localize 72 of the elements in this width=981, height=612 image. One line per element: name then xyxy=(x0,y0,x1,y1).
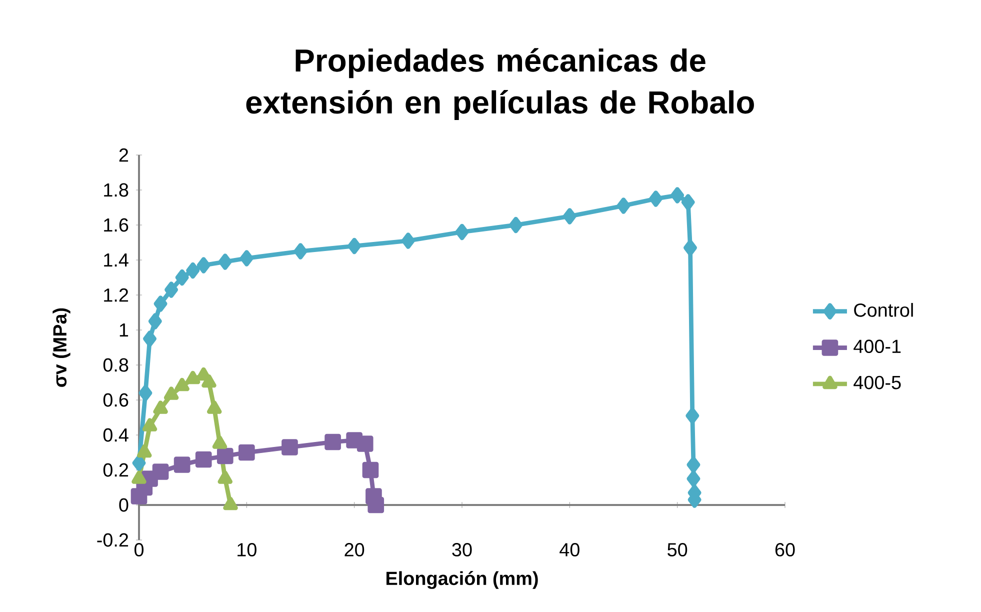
y-tick-label: 0.8 xyxy=(103,358,128,372)
point xyxy=(362,462,379,478)
y-tick-label: 2 xyxy=(119,148,128,162)
point xyxy=(294,243,308,260)
y-axis-title: σv (MPa) xyxy=(52,308,70,387)
point xyxy=(238,444,255,461)
y-tick-label: 1.2 xyxy=(104,288,128,302)
point xyxy=(195,451,212,468)
point xyxy=(616,198,630,214)
point xyxy=(175,269,189,286)
chart-title: Propiedades mécanicas de extensión en películas de Robalo xyxy=(246,48,754,120)
point xyxy=(212,436,228,449)
point xyxy=(196,257,210,274)
point xyxy=(681,194,695,210)
y-tick-label: 1 xyxy=(120,323,128,337)
point xyxy=(143,330,156,347)
legend-label: Control xyxy=(854,302,913,317)
point xyxy=(153,400,168,414)
x-tick-label: 20 xyxy=(344,543,364,556)
point xyxy=(142,418,158,432)
point xyxy=(148,313,162,330)
legend-label: 400-1 xyxy=(854,340,901,354)
point xyxy=(240,250,254,266)
x-axis-title: Elongación (mm) xyxy=(386,571,538,589)
point xyxy=(670,187,684,204)
point xyxy=(154,296,168,312)
y-tick-label: -0.2 xyxy=(97,533,128,547)
x-tick-label: 60 xyxy=(775,543,795,556)
point xyxy=(282,439,298,456)
x-tick-label: 10 xyxy=(238,543,256,556)
x-tick-label: 0 xyxy=(134,543,144,556)
point xyxy=(455,224,469,240)
point xyxy=(684,240,697,256)
point xyxy=(202,374,216,388)
point xyxy=(686,408,700,424)
point xyxy=(368,496,384,514)
point xyxy=(356,436,374,452)
point xyxy=(174,378,190,392)
point xyxy=(138,384,152,402)
point xyxy=(649,190,662,207)
point xyxy=(132,454,146,472)
point xyxy=(509,216,523,234)
point xyxy=(164,386,179,400)
point xyxy=(152,464,169,480)
y-tick-label: 1.6 xyxy=(104,218,128,232)
point xyxy=(137,444,152,458)
x-tick-label: 50 xyxy=(668,543,688,556)
point xyxy=(562,208,576,224)
x-tick-label: 30 xyxy=(452,543,472,556)
point xyxy=(174,456,190,473)
point xyxy=(185,370,200,384)
point xyxy=(164,282,178,298)
point xyxy=(216,448,234,464)
point xyxy=(218,254,232,270)
x-tick-label: 40 xyxy=(560,543,580,556)
point xyxy=(186,262,200,279)
point xyxy=(132,470,146,484)
point xyxy=(324,434,341,450)
point xyxy=(686,456,700,473)
y-tick-label: 0.2 xyxy=(103,463,128,477)
y-tick-label: 1.4 xyxy=(104,253,128,267)
legend-label: 400-5 xyxy=(854,376,901,390)
point xyxy=(401,232,415,249)
point xyxy=(218,470,233,484)
point xyxy=(223,496,238,510)
point xyxy=(206,400,222,414)
y-tick-label: 0.4 xyxy=(103,428,128,442)
y-tick-label: 0 xyxy=(119,498,128,512)
y-tick-label: 1.8 xyxy=(104,183,128,197)
point xyxy=(686,470,700,487)
point xyxy=(348,238,362,254)
y-tick-label: 0.6 xyxy=(103,393,128,407)
